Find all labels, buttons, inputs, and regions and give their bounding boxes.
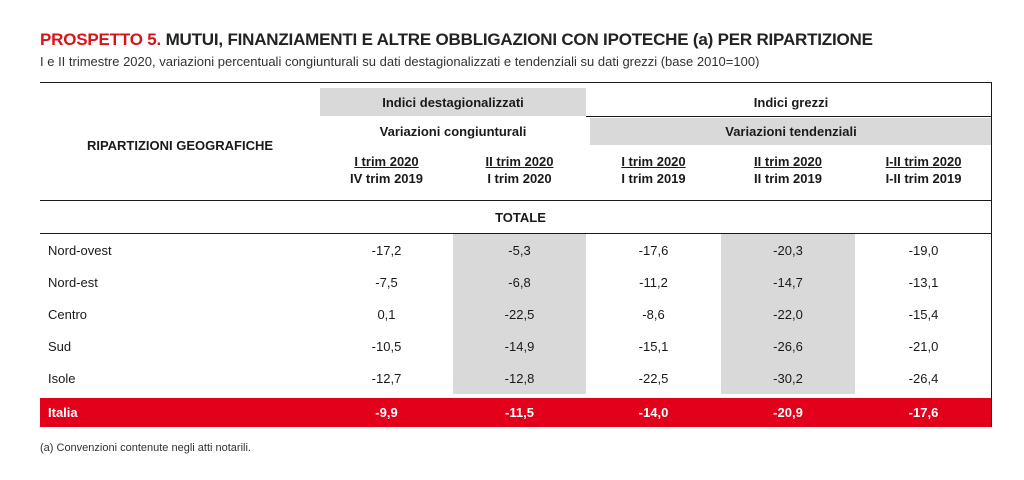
value-cell: -7,5 (375, 274, 398, 290)
section-rule (40, 233, 992, 234)
sub-header-congiunturali: Variazioni congiunturali (379, 124, 527, 139)
col-header-2: II trim 2020 I trim 2020 (453, 148, 586, 192)
section-label: TOTALE (495, 209, 546, 225)
value-cell: -17,2 (371, 242, 402, 258)
group-header-destag: Indici destagionalizzati (320, 88, 586, 116)
col-header-2-line1: II trim 2020 (485, 154, 554, 169)
value-cell: -17,6 (638, 242, 669, 258)
value-cell: -21,0 (908, 338, 939, 354)
col-header-5-line2: I-II trim 2019 (885, 171, 962, 186)
value-cell: -19,0 (908, 242, 939, 258)
value-cell: -22,0 (721, 298, 855, 330)
top-rule (40, 82, 992, 83)
value-cell: -10,5 (371, 338, 402, 354)
value-cell: -14,0 (638, 405, 669, 420)
col-header-1: I trim 2020 IV trim 2019 (320, 148, 453, 192)
col-header-1-line2: IV trim 2019 (350, 171, 423, 186)
table-row: Centro 0,1 -22,5 -8,6 -22,0 -15,4 (40, 298, 992, 330)
value-cell: -12,8 (453, 362, 586, 394)
value-cell: -11,2 (639, 274, 668, 290)
value-cell: -26,4 (908, 370, 939, 386)
row-label-header: RIPARTIZIONI GEOGRAFICHE (86, 137, 274, 153)
value-cell: 0,1 (377, 306, 396, 322)
value-cell: -22,5 (453, 298, 586, 330)
table-title: PROSPETTO 5. MUTUI, FINANZIAMENTI E ALTR… (40, 30, 873, 50)
col-header-3-line1: I trim 2020 (621, 154, 686, 169)
table-row: Sud -10,5 -14,9 -15,1 -26,6 -21,0 (40, 330, 992, 362)
row-label: Nord-ovest (48, 242, 112, 258)
value-cell: -15,1 (638, 338, 669, 354)
table-row: Nord-est -7,5 -6,8 -11,2 -14,7 -13,1 (40, 266, 992, 298)
row-label: Italia (48, 405, 78, 420)
group-header-row: Indici destagionalizzati Indici grezzi (40, 88, 992, 116)
table-subtitle: I e II trimestre 2020, variazioni percen… (40, 54, 760, 69)
col-header-4-line2: II trim 2019 (754, 171, 822, 186)
value-cell: -30,2 (721, 362, 855, 394)
col-header-3-line2: I trim 2019 (621, 171, 686, 186)
value-cell: -5,3 (453, 234, 586, 266)
group-rule (586, 116, 992, 117)
col-header-2-line2: I trim 2020 (487, 171, 552, 186)
table-row-italia: Italia -9,9 -11,5 -14,0 -20,9 -17,6 (40, 398, 992, 427)
table-row: Nord-ovest -17,2 -5,3 -17,6 -20,3 -19,0 (40, 234, 992, 266)
value-cell: -22,5 (638, 370, 669, 386)
col-header-3: I trim 2020 I trim 2019 (586, 148, 721, 192)
section-row: TOTALE (40, 204, 992, 230)
data-table: Indici destagionalizzati Indici grezzi V… (40, 82, 992, 427)
value-cell: -13,1 (908, 274, 939, 290)
col-header-5-line1: I-II trim 2020 (885, 154, 962, 169)
header-bottom-rule (40, 200, 992, 201)
row-label: Nord-est (48, 274, 98, 290)
value-cell: -14,9 (453, 330, 586, 362)
row-label: Centro (48, 306, 88, 322)
title-main: MUTUI, FINANZIAMENTI E ALTRE OBBLIGAZION… (161, 30, 873, 49)
col-header-5: I-II trim 2020 I-II trim 2019 (855, 148, 992, 192)
group-header-grezzi: Indici grezzi (753, 94, 829, 110)
value-cell: -17,6 (908, 405, 939, 420)
footnote: (a) Convenzioni contenute negli atti not… (40, 442, 251, 454)
value-cell: -6,8 (453, 266, 586, 298)
sub-header-row: Variazioni congiunturali Variazioni tend… (40, 118, 992, 145)
row-label: Sud (48, 338, 72, 354)
value-cell: -20,3 (721, 234, 855, 266)
value-cell: -15,4 (908, 306, 939, 322)
value-cell: -14,7 (721, 266, 855, 298)
value-cell: -11,5 (505, 405, 534, 420)
column-header-row: I trim 2020 IV trim 2019 II trim 2020 I … (40, 148, 992, 192)
sub-header-tendenziali: Variazioni tendenziali (590, 118, 992, 145)
table-row: Isole -12,7 -12,8 -22,5 -30,2 -26,4 (40, 362, 992, 394)
col-header-1-line1: I trim 2020 (354, 154, 419, 169)
row-label: Isole (48, 370, 76, 386)
col-header-4-line1: II trim 2020 (754, 154, 822, 169)
right-border (991, 82, 992, 427)
title-prefix: PROSPETTO 5. (40, 30, 162, 49)
value-cell: -20,9 (773, 405, 803, 420)
value-cell: -8,6 (642, 306, 665, 322)
value-cell: -12,7 (371, 370, 402, 386)
value-cell: -9,9 (375, 405, 398, 420)
value-cell: -26,6 (721, 330, 855, 362)
col-header-4: II trim 2020 II trim 2019 (721, 148, 855, 192)
